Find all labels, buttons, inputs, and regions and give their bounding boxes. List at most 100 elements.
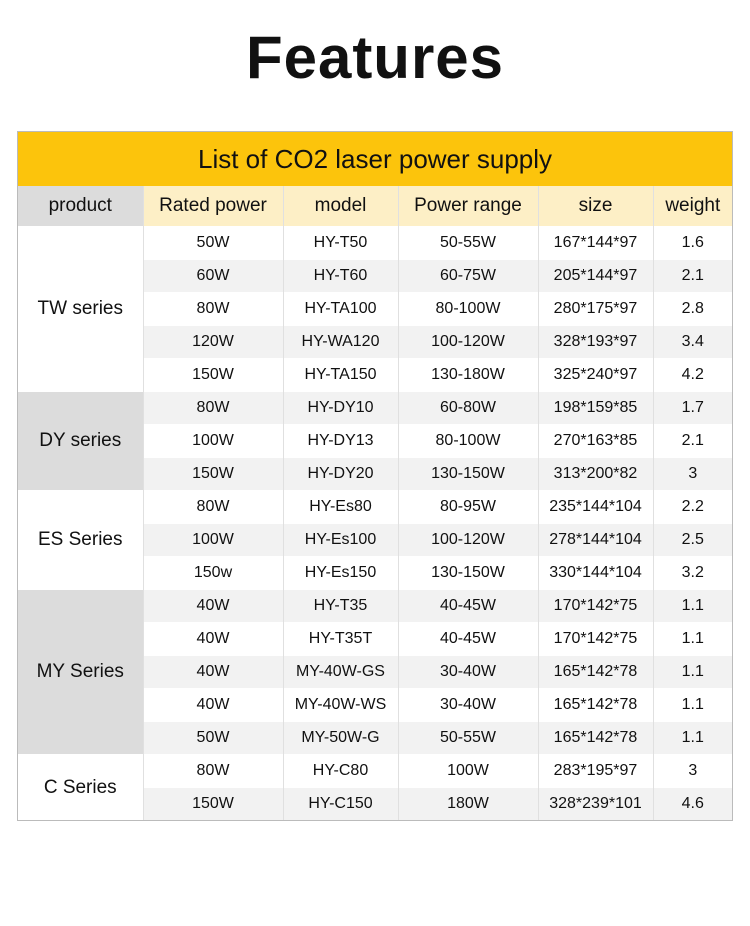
table-cell: 3 xyxy=(652,754,733,788)
table-row: 40W HY-T35T 40-45W 170*142*75 1.1 xyxy=(18,622,733,656)
table-box: List of CO2 laser power supply product Ra… xyxy=(17,131,733,821)
table-cell: 2.2 xyxy=(652,490,733,524)
table-cell: 280*175*97 xyxy=(537,292,653,326)
column-header: Rated power xyxy=(142,186,283,227)
table-cell: 1.1 xyxy=(652,721,733,755)
table-cell: 1.1 xyxy=(652,655,733,689)
table-cell: 40-45W xyxy=(397,622,538,656)
table-row: DY series 80W HY-DY10 60-80W 198*159*85 1.7 xyxy=(18,391,733,491)
table-cell: 150w xyxy=(142,556,283,590)
table-cell: 150W xyxy=(142,457,283,491)
table-cell: 165*142*78 xyxy=(537,688,653,722)
table-cell: 80-100W xyxy=(397,292,538,326)
group-cell: TW series xyxy=(18,226,143,392)
table-row: MY Series 40W HY-T35 40-45W 170*142*75 1.1 xyxy=(18,589,733,755)
table-cell: 80-95W xyxy=(397,490,538,524)
table-cell: 4.6 xyxy=(652,787,733,820)
table-cell: HY-DY13 xyxy=(282,424,398,458)
table-cell: 100-120W xyxy=(397,523,538,557)
table-cell: 40W xyxy=(142,589,283,623)
group-cell: MY Series xyxy=(18,589,143,755)
table-cell: 270*163*85 xyxy=(537,424,653,458)
table-cell: 40-45W xyxy=(397,589,538,623)
group-cell: ES Series xyxy=(18,490,143,590)
table-cell: 198*159*85 xyxy=(537,391,653,425)
table-cell: HY-DY10 xyxy=(282,391,398,425)
table-cell: 3.2 xyxy=(652,556,733,590)
table-row: ES Series 80W HY-Es80 80-95W 235*144*104 2.2 xyxy=(18,490,733,590)
table-cell: 80W xyxy=(142,391,283,425)
table-cell: 130-180W xyxy=(397,358,538,392)
table-cell: HY-T60 xyxy=(282,259,398,293)
table-cell: 3 xyxy=(652,457,733,491)
column-header: Power range xyxy=(397,186,538,227)
table-cell: HY-T35 xyxy=(282,589,398,623)
table-cell: 1.1 xyxy=(652,688,733,722)
table-cell: HY-TA150 xyxy=(282,358,398,392)
column-header: model xyxy=(282,186,398,227)
table-cell: 2.8 xyxy=(652,292,733,326)
table-cell: HY-T35T xyxy=(282,622,398,656)
table-cell: 50-55W xyxy=(397,226,538,260)
table-title: List of CO2 laser power supply xyxy=(18,132,733,186)
table-cell: 205*144*97 xyxy=(537,259,653,293)
table-row: 120W HY-WA120 100-120W 328*193*97 3.4 xyxy=(18,325,733,359)
table-cell: HY-DY20 xyxy=(282,457,398,491)
table-cell: 30-40W xyxy=(397,688,538,722)
table-cell: 80W xyxy=(142,292,283,326)
table-cell: 30-40W xyxy=(397,655,538,689)
table-cell: 40W xyxy=(142,655,283,689)
table-cell: 2.1 xyxy=(652,259,733,293)
table-cell: 40W xyxy=(142,688,283,722)
table-cell: 100W xyxy=(142,424,283,458)
table-row: 80W HY-TA100 80-100W 280*175*97 2.8 xyxy=(18,292,733,326)
table-row: 150w HY-Es150 130-150W 330*144*104 3.2 xyxy=(18,556,733,590)
column-header: product xyxy=(18,186,143,227)
table-row: TW series 50W HY-T50 50-55W 167*144*97 1.6 xyxy=(18,226,733,392)
column-header-row: product Rated power model Power range size we… xyxy=(18,186,733,227)
table-cell: 60-75W xyxy=(397,259,538,293)
table-cell: 1.1 xyxy=(652,589,733,623)
table-row: 150W HY-DY20 130-150W 313*200*82 3 xyxy=(18,457,733,491)
table-row: 100W HY-DY13 80-100W 270*163*85 2.1 xyxy=(18,424,733,458)
table-cell: 100W xyxy=(397,754,538,788)
table-cell: 50-55W xyxy=(397,721,538,755)
table-cell: 150W xyxy=(142,787,283,820)
table-cell: 235*144*104 xyxy=(537,490,653,524)
table-cell: 325*240*97 xyxy=(537,358,653,392)
table-cell: 1.7 xyxy=(652,391,733,425)
table-cell: 2.1 xyxy=(652,424,733,458)
table-row: 60W HY-T60 60-75W 205*144*97 2.1 xyxy=(18,259,733,293)
table-row: 150W HY-C150 180W 328*239*101 4.6 xyxy=(18,787,733,820)
table-cell: 1.1 xyxy=(652,622,733,656)
table-row: 100W HY-Es100 100-120W 278*144*104 2.5 xyxy=(18,523,733,557)
table-cell: 130-150W xyxy=(397,457,538,491)
table-cell: HY-TA100 xyxy=(282,292,398,326)
table-row: 50W MY-50W-G 50-55W 165*142*78 1.1 xyxy=(18,721,733,755)
table-cell: 313*200*82 xyxy=(537,457,653,491)
spec-table: List of CO2 laser power supply product Ra… xyxy=(18,132,733,820)
table-cell: 180W xyxy=(397,787,538,820)
table-cell: 283*195*97 xyxy=(537,754,653,788)
table-cell: HY-Es100 xyxy=(282,523,398,557)
table-cell: HY-T50 xyxy=(282,226,398,260)
table-cell: HY-C80 xyxy=(282,754,398,788)
table-cell: HY-Es150 xyxy=(282,556,398,590)
table-cell: HY-WA120 xyxy=(282,325,398,359)
table-cell: 170*142*75 xyxy=(537,622,653,656)
table-cell: 170*142*75 xyxy=(537,589,653,623)
table-cell: 50W xyxy=(142,226,283,260)
table-cell: 40W xyxy=(142,622,283,656)
table-cell: MY-40W-GS xyxy=(282,655,398,689)
group-cell: DY series xyxy=(18,391,143,491)
table-cell: 100-120W xyxy=(397,325,538,359)
title: Features xyxy=(241,22,509,94)
table-row: C Series 80W HY-C80 100W 283*195*97 3 xyxy=(18,754,733,820)
table-cell: 3.4 xyxy=(652,325,733,359)
table-cell: 1.6 xyxy=(652,226,733,260)
table-cell: 165*142*78 xyxy=(537,655,653,689)
column-header: size xyxy=(537,186,653,227)
title-text: Features xyxy=(245,24,505,91)
table-cell: 60W xyxy=(142,259,283,293)
